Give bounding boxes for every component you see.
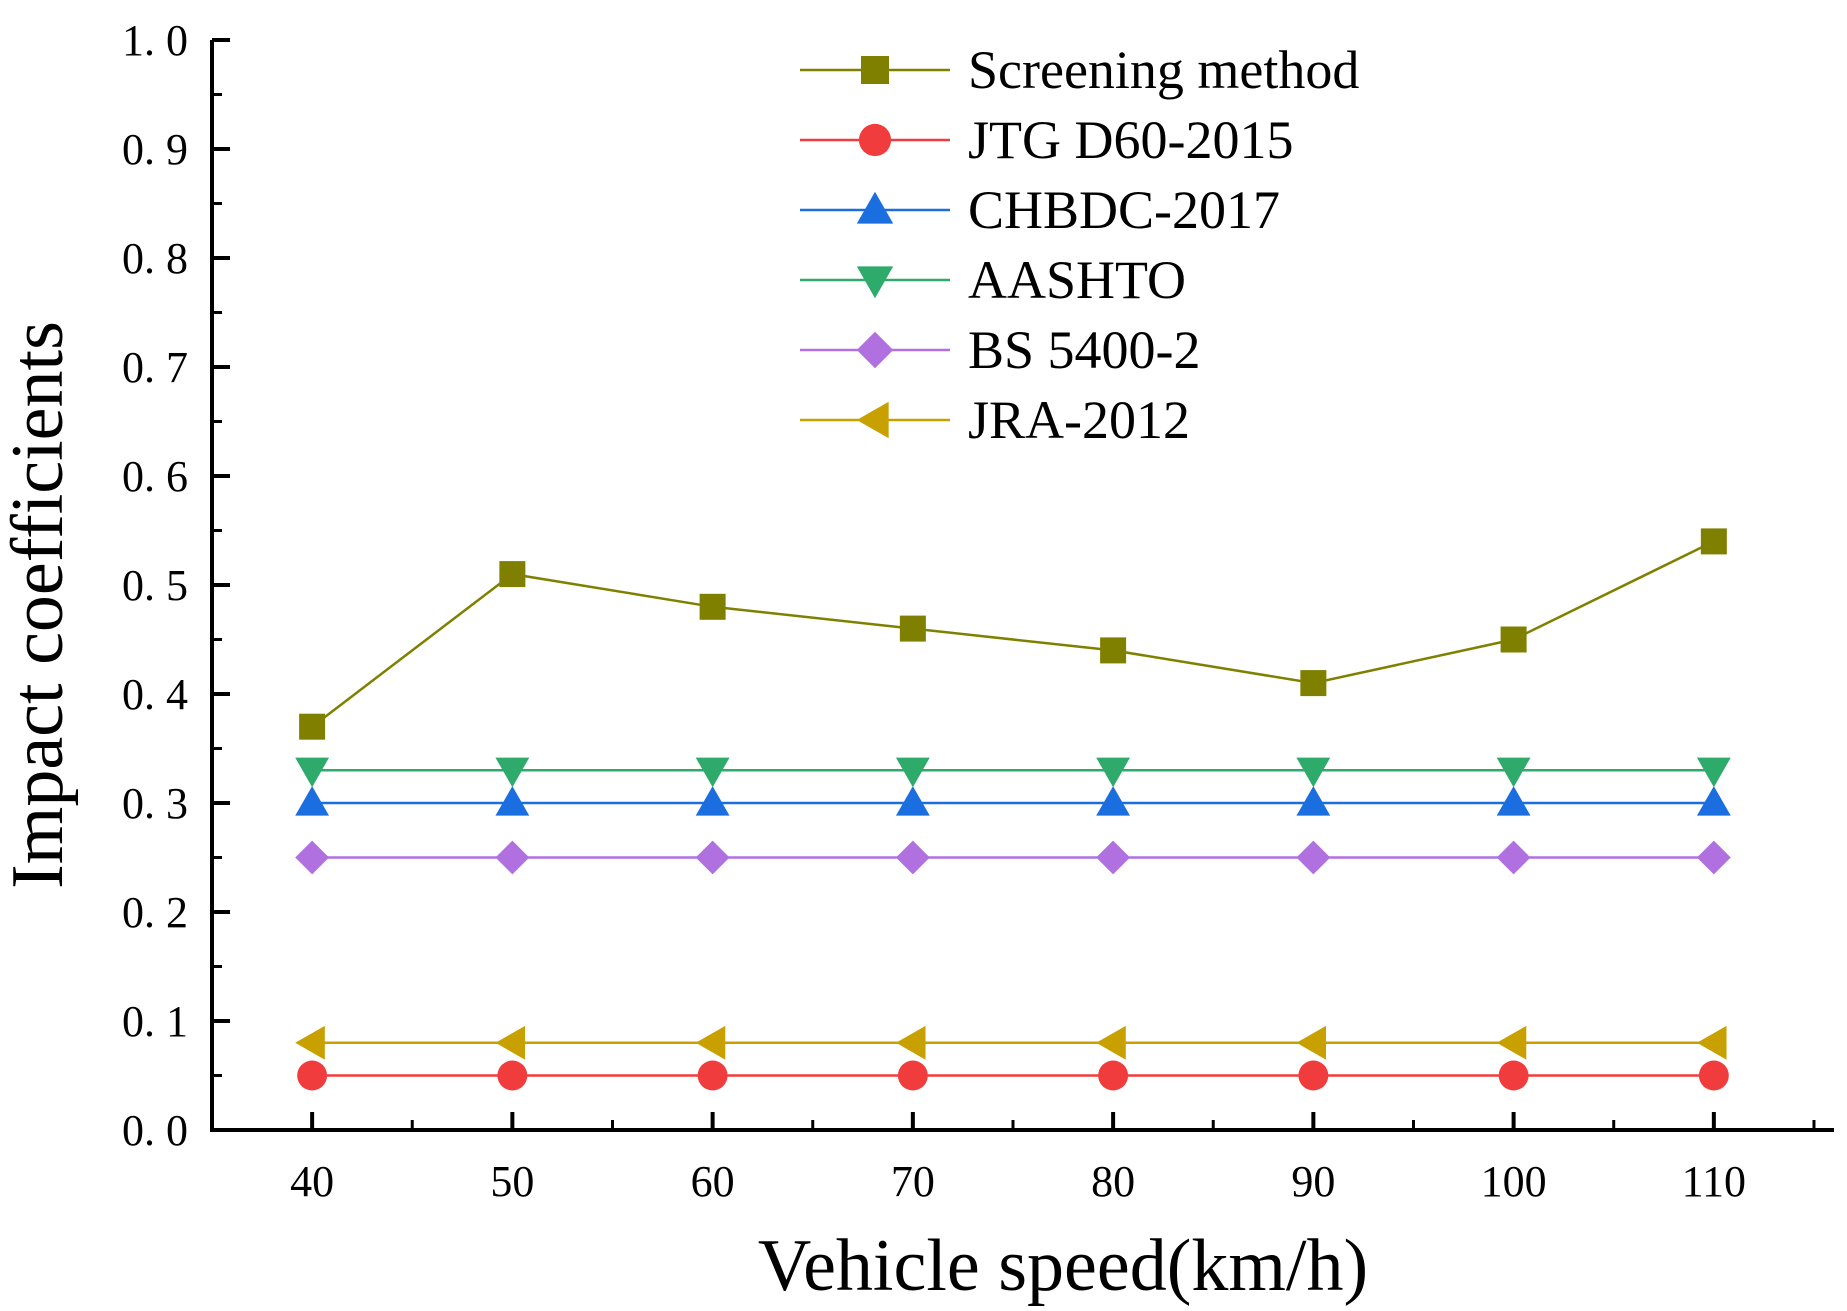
legend-item: JTG D60-2015 — [800, 110, 1293, 170]
legend-label: BS 5400-2 — [968, 320, 1201, 380]
x-tick-label: 100 — [1481, 1157, 1547, 1206]
y-tick-label: 0. 6 — [122, 452, 188, 501]
data-point — [1696, 786, 1731, 816]
data-point — [295, 757, 330, 788]
y-tick-label: 0. 1 — [122, 997, 188, 1046]
series-line — [311, 540, 1715, 728]
data-point — [1300, 670, 1327, 697]
data-point — [695, 786, 730, 816]
y-tick-label: 0. 9 — [122, 125, 188, 174]
data-point — [695, 840, 730, 875]
data-point — [1496, 1025, 1527, 1060]
data-point — [1496, 757, 1531, 788]
data-point — [699, 593, 726, 620]
legend-item: BS 5400-2 — [800, 320, 1201, 380]
legend-label: AASHTO — [968, 250, 1186, 310]
data-point — [899, 615, 926, 642]
data-point — [499, 561, 526, 588]
series-jtg-d60-2015 — [297, 1060, 1729, 1091]
legend-marker — [856, 331, 894, 369]
data-point — [695, 757, 730, 788]
legend-marker — [856, 401, 889, 439]
legend-item: JRA-2012 — [800, 390, 1190, 450]
data-point — [495, 786, 530, 816]
data-point — [1296, 757, 1331, 788]
data-point — [895, 1025, 926, 1060]
data-point — [895, 840, 930, 875]
data-point — [497, 1060, 528, 1091]
data-point — [1496, 840, 1531, 875]
data-point — [495, 757, 530, 788]
legend-marker — [856, 191, 894, 224]
data-point — [1698, 1060, 1729, 1091]
x-tick-label: 60 — [691, 1157, 735, 1206]
data-point — [295, 840, 330, 875]
y-tick-label: 0. 7 — [122, 343, 188, 392]
data-point — [1098, 1060, 1129, 1091]
data-point — [1298, 1060, 1329, 1091]
data-point — [1296, 840, 1331, 875]
series-jra-2012 — [295, 1025, 1727, 1060]
data-point — [299, 713, 326, 740]
data-point — [1700, 528, 1727, 555]
y-tick-label: 0. 4 — [122, 670, 188, 719]
y-tick-label: 0. 2 — [122, 888, 188, 937]
data-point — [1296, 786, 1331, 816]
x-tick-label: 90 — [1291, 1157, 1335, 1206]
data-point — [295, 1025, 325, 1060]
axes: 0. 0 0. 1 0. 2 0. 3 0. 4 0. 5 0. 6 0. 7 0. 8 0. 9… — [122, 16, 1834, 1206]
series-bs-5400-2 — [295, 840, 1731, 875]
x-tick-label: 50 — [490, 1157, 534, 1206]
y-tick-label: 0. 0 — [122, 1106, 188, 1155]
x-tick-label: 70 — [891, 1157, 935, 1206]
data-point — [1100, 637, 1127, 664]
series-chbdc-2017 — [295, 786, 1731, 816]
legend: Screening method JTG D60-2015 CHBDC-2017 AA… — [800, 40, 1359, 450]
series-screening-method — [299, 528, 1727, 740]
data-point — [897, 1060, 928, 1091]
data-point — [1500, 626, 1527, 653]
series-layer — [295, 528, 1731, 1091]
data-point — [1096, 1025, 1126, 1060]
legend-label: JTG D60-2015 — [968, 110, 1293, 170]
x-tick-label: 40 — [290, 1157, 334, 1206]
legend-marker — [861, 56, 889, 84]
data-point — [1096, 757, 1131, 788]
legend-label: Screening method — [968, 40, 1359, 100]
legend-label: CHBDC-2017 — [968, 180, 1280, 240]
y-tick-label: 0. 5 — [122, 561, 188, 610]
data-point — [697, 1060, 728, 1091]
data-point — [1496, 786, 1531, 816]
data-point — [695, 1025, 726, 1060]
data-point — [297, 1060, 328, 1091]
legend-item: AASHTO — [800, 250, 1186, 310]
data-point — [495, 1025, 526, 1060]
y-tick-label: 0. 3 — [122, 779, 188, 828]
y-tick-label: 0. 8 — [122, 234, 188, 283]
data-point — [1096, 840, 1131, 875]
x-axis-title: Vehicle speed(km/h) — [758, 1225, 1368, 1307]
legend-label: JRA-2012 — [968, 390, 1190, 450]
data-point — [1696, 840, 1731, 875]
x-tick-label: 80 — [1091, 1157, 1135, 1206]
data-point — [895, 786, 930, 816]
data-point — [295, 786, 330, 816]
y-axis-title: Impact coefficients — [0, 321, 79, 889]
data-point — [1296, 1025, 1327, 1060]
x-tick-label: 110 — [1682, 1157, 1746, 1206]
data-point — [1096, 786, 1131, 816]
y-tick-label: 1. 0 — [122, 16, 188, 65]
data-point — [1696, 1025, 1727, 1060]
data-point — [1696, 757, 1731, 788]
data-point — [1498, 1060, 1529, 1091]
data-point — [495, 840, 530, 875]
series-aashto — [295, 757, 1731, 788]
data-point — [895, 757, 930, 788]
legend-item: Screening method — [800, 40, 1359, 100]
legend-marker — [856, 266, 894, 299]
legend-marker — [858, 123, 892, 157]
legend-item: CHBDC-2017 — [800, 180, 1280, 240]
